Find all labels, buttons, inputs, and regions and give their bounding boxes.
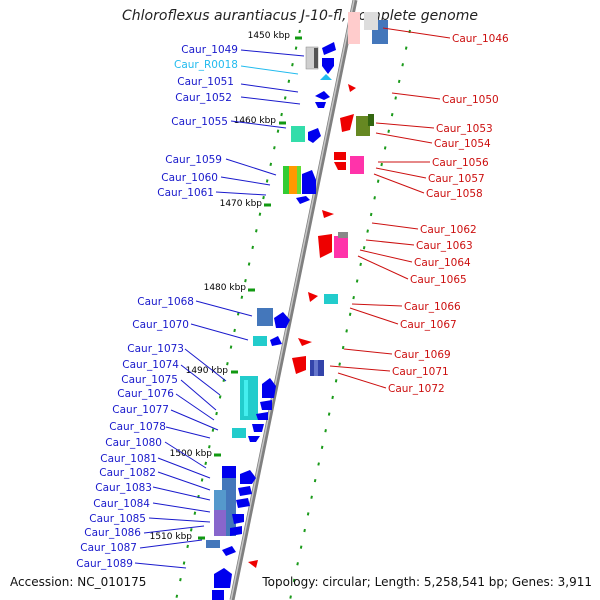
genome-title: Chloroflexus aurantiacus J-10-fl, comple…	[122, 8, 478, 24]
gene-label-caur-1052[interactable]: Caur_1052	[175, 92, 232, 104]
gene-label-caur-1087[interactable]: Caur_1087	[80, 542, 137, 554]
gene-label-caur-1084[interactable]: Caur_1084	[93, 498, 150, 510]
gene-label-caur-1054[interactable]: Caur_1054	[434, 138, 491, 150]
gene-label-caur-1063[interactable]: Caur_1063	[416, 240, 473, 252]
gene-label-caur-1061[interactable]: Caur_1061	[157, 187, 214, 199]
scale-ticks	[198, 36, 302, 540]
gene-label-caur-1080[interactable]: Caur_1080	[105, 437, 162, 449]
gene-label-caur-1070[interactable]: Caur_1070	[132, 319, 189, 331]
gene-label-caur-1077[interactable]: Caur_1077	[112, 404, 169, 416]
gene-label-caur-1065[interactable]: Caur_1065	[410, 274, 467, 286]
gene-label-caur-1085[interactable]: Caur_1085	[89, 513, 146, 525]
gene-label-caur-1050[interactable]: Caur_1050	[442, 94, 499, 106]
gene-label-caur-1066[interactable]: Caur_1066	[404, 301, 461, 313]
gene-label-caur-1081[interactable]: Caur_1081	[100, 453, 157, 465]
topology-text: Topology: circular; Length: 5,258,541 bp…	[262, 575, 592, 589]
genome-backbone	[229, 0, 358, 600]
gene-label-caur-1071[interactable]: Caur_1071	[392, 366, 449, 378]
forward-track	[175, 29, 301, 600]
gene-label-caur-1086[interactable]: Caur_1086	[84, 527, 141, 539]
tick-label-1460: 1460 kbp	[234, 116, 277, 126]
forward-genes	[206, 42, 336, 600]
gene-label-caur-1062[interactable]: Caur_1062	[420, 224, 477, 236]
gene-label-caur-1053[interactable]: Caur_1053	[436, 123, 493, 135]
left-connectors	[134, 49, 305, 569]
genome-backbone-highlight	[230, 0, 355, 600]
gene-label-caur-1078[interactable]: Caur_1078	[109, 421, 166, 433]
gene-label-caur-1055[interactable]: Caur_1055	[171, 116, 228, 128]
gene-label-caur-1083[interactable]: Caur_1083	[95, 482, 152, 494]
accession-text: Accession: NC_010175	[10, 575, 147, 589]
gene-label-caur-1075[interactable]: Caur_1075	[121, 374, 178, 386]
gene-label-caur-1060[interactable]: Caur_1060	[161, 172, 218, 184]
gene-label-caur-1051[interactable]: Caur_1051	[177, 76, 234, 88]
gene-label-caur-1076[interactable]: Caur_1076	[117, 388, 174, 400]
tick-label-1480: 1480 kbp	[204, 283, 247, 293]
gene-label-caur-1069[interactable]: Caur_1069	[394, 349, 451, 361]
gene-label-caur-1049[interactable]: Caur_1049	[181, 44, 238, 56]
gene-label-caur-1056[interactable]: Caur_1056	[432, 157, 489, 169]
reverse-genes	[248, 12, 388, 568]
gene-label-caur-1067[interactable]: Caur_1067	[400, 319, 457, 331]
gene-label-caur-1074[interactable]: Caur_1074	[122, 359, 179, 371]
right-connectors	[329, 27, 451, 389]
gene-label-caur-1082[interactable]: Caur_1082	[99, 467, 156, 479]
tick-label-1450: 1450 kbp	[248, 31, 291, 41]
tick-label-1510: 1510 kbp	[150, 532, 193, 542]
reverse-track	[289, 29, 411, 600]
gene-label-caur-1072[interactable]: Caur_1072	[388, 383, 445, 395]
gene-label-caur-1057[interactable]: Caur_1057	[428, 173, 485, 185]
gene-label-caur-1068[interactable]: Caur_1068	[137, 296, 194, 308]
rna-connector	[240, 65, 299, 75]
tick-label-1470: 1470 kbp	[220, 199, 263, 209]
gene-label-caur-1073[interactable]: Caur_1073	[127, 343, 184, 355]
gene-label-caur-1064[interactable]: Caur_1064	[414, 257, 471, 269]
gene-label-caur-1089[interactable]: Caur_1089	[76, 558, 133, 570]
gene-label-caur-1058[interactable]: Caur_1058	[426, 188, 483, 200]
tick-label-1500: 1500 kbp	[170, 449, 213, 459]
tick-label-1490: 1490 kbp	[186, 366, 229, 376]
gene-label-caur-1059[interactable]: Caur_1059	[165, 154, 222, 166]
gene-label-caur-1046[interactable]: Caur_1046	[452, 33, 509, 45]
gene-label-caur-r0018[interactable]: Caur_R0018	[174, 59, 238, 71]
